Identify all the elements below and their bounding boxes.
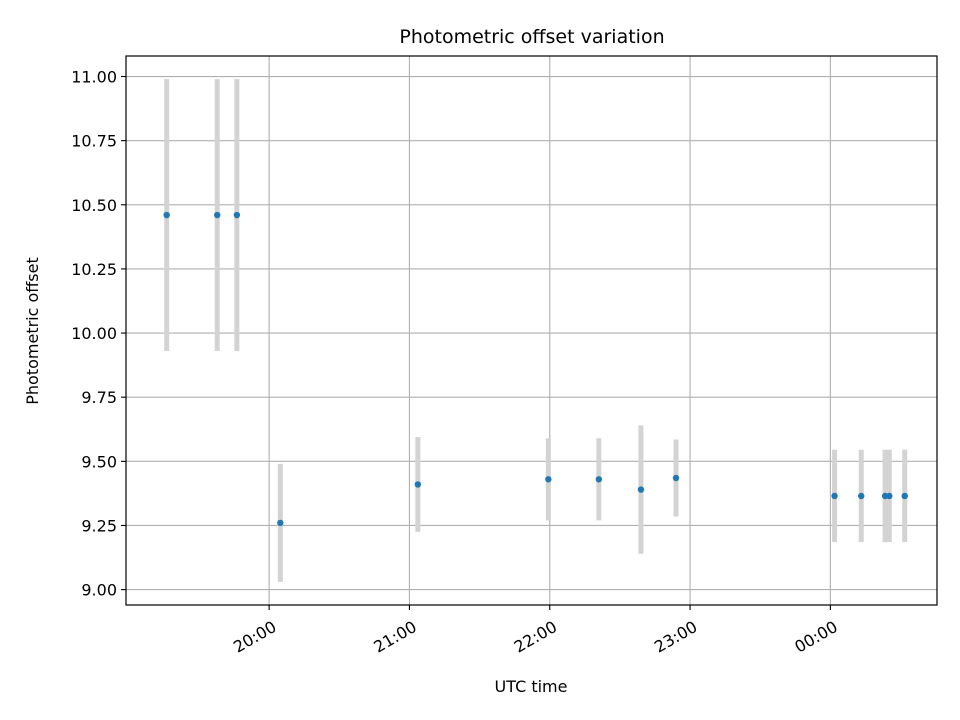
- data-point: [163, 211, 170, 219]
- error-bars: [164, 79, 908, 582]
- y-tick-label: 10.00: [71, 324, 117, 343]
- data-point: [637, 486, 645, 493]
- data-point: [277, 519, 284, 527]
- y-tick-label: 10.75: [71, 132, 117, 151]
- data-point: [901, 492, 908, 500]
- y-tick-label: 10.50: [71, 196, 117, 215]
- y-tick-label: 9.50: [81, 452, 117, 471]
- data-point: [595, 476, 603, 483]
- plot-frame: [125, 55, 938, 606]
- y-tick-label: 9.25: [81, 516, 117, 535]
- data-point: [858, 492, 865, 500]
- grid-lines: [126, 56, 937, 605]
- data-point: [214, 211, 221, 219]
- y-tick-label: 11.00: [71, 68, 117, 87]
- axis-ticks: 9.00 9.25 9.50 9.75 10.00 10.25 10.50 10.75 11.0…: [71, 68, 841, 657]
- x-tick-label: 22:00: [511, 617, 560, 657]
- data-point: [233, 211, 241, 219]
- x-tick-label: 20:00: [230, 617, 279, 657]
- data-point: [831, 492, 838, 500]
- x-tick-label: 21:00: [370, 617, 419, 657]
- x-axis-label: UTC time: [495, 677, 568, 696]
- data-points: [163, 211, 908, 527]
- x-tick-label: 23:00: [651, 617, 700, 657]
- x-tick-label: 00:00: [791, 617, 840, 657]
- chart-title: Photometric offset variation: [399, 26, 664, 48]
- data-point: [414, 481, 422, 488]
- y-tick-label: 9.75: [81, 388, 117, 407]
- data-point: [886, 492, 893, 500]
- y-tick-label: 10.25: [71, 260, 117, 279]
- y-tick-label: 9.00: [81, 581, 117, 600]
- data-point: [545, 476, 552, 483]
- data-point: [672, 474, 680, 482]
- y-axis-label: Photometric offset: [23, 257, 42, 405]
